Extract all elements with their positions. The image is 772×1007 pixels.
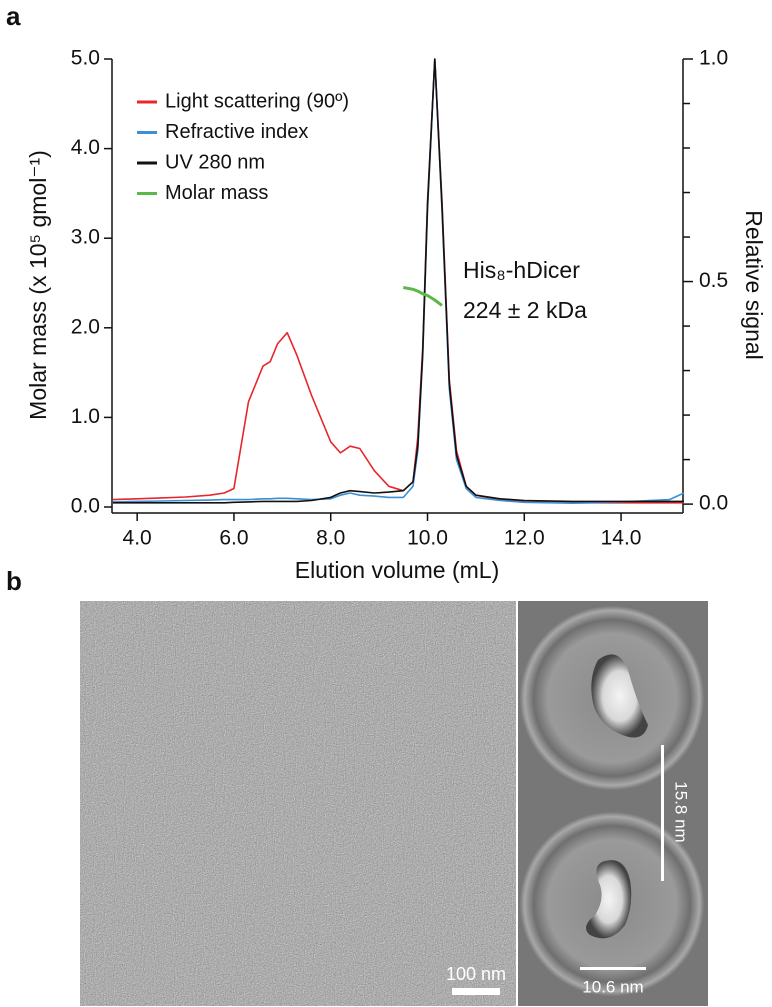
x-tick-label: 10.0 <box>407 527 448 550</box>
y-tick-label: 1.0 <box>71 405 100 428</box>
y2-tick-label: 0.5 <box>699 269 728 292</box>
scale-bar <box>661 745 664 881</box>
micrograph-panel: 100 nm 15.8 nm 10.6 nm <box>80 601 708 1006</box>
scale-bar <box>452 988 500 995</box>
legend-label: Molar mass <box>165 182 268 204</box>
x-tick-label: 6.0 <box>219 527 248 550</box>
y2-tick-label: 1.0 <box>699 47 728 70</box>
scale-bar-label: 100 nm <box>446 964 506 984</box>
annotation: 224 ± 2 kDa <box>463 297 587 323</box>
y-tick-label: 4.0 <box>71 136 100 159</box>
series-line <box>112 58 685 504</box>
y-axis-title: Molar mass (x 10⁵ gmol⁻¹) <box>25 150 51 420</box>
panel-label: b <box>6 566 22 596</box>
y-tick-label: 5.0 <box>71 47 100 70</box>
y-tick-label: 3.0 <box>71 226 100 249</box>
legend-label: Refractive index <box>165 121 308 143</box>
series-line <box>403 286 443 307</box>
y-tick-label: 0.0 <box>71 495 100 518</box>
y-tick-label: 2.0 <box>71 315 100 338</box>
micrograph-texture <box>80 601 516 1006</box>
x-tick-label: 8.0 <box>316 527 345 550</box>
x-tick-label: 14.0 <box>601 527 642 550</box>
x-tick-label: 4.0 <box>123 527 152 550</box>
panel-label: a <box>6 1 21 31</box>
series-line <box>113 58 684 504</box>
y2-axis-title: Relative signal <box>741 210 767 360</box>
legend-label: UV 280 nm <box>165 151 265 173</box>
scale-bar <box>580 967 646 970</box>
annotation: His₈-hDicer <box>463 257 580 283</box>
y2-tick-label: 0.0 <box>699 492 728 515</box>
dimension-label: 10.6 nm <box>582 977 643 996</box>
particle <box>591 654 648 738</box>
legend-label: Light scattering (90º) <box>165 90 349 112</box>
x-tick-label: 12.0 <box>504 527 545 550</box>
particle <box>586 860 632 939</box>
x-axis-title: Elution volume (mL) <box>295 557 500 583</box>
dimension-label: 15.8 nm <box>672 781 691 842</box>
